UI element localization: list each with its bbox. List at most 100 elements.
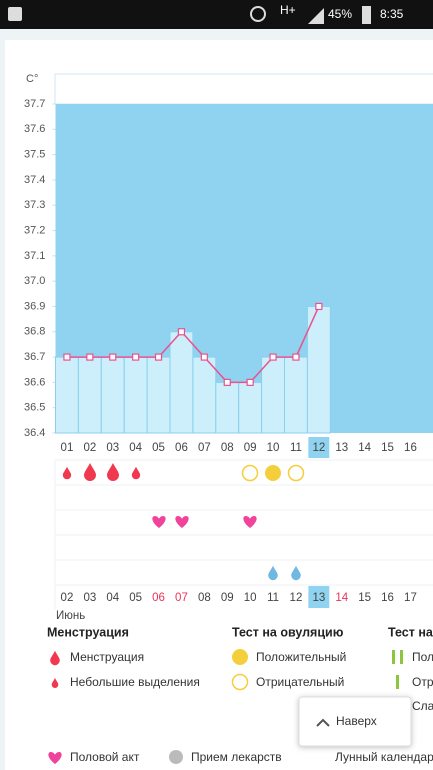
x-tick-label: 04 bbox=[129, 442, 142, 454]
bottom-date: 09 bbox=[221, 592, 234, 604]
y-tick-label: 36.5 bbox=[24, 402, 45, 414]
legend-item: Отр bbox=[412, 675, 433, 689]
x-tick-label: 11 bbox=[290, 442, 302, 454]
bottom-date: 02 bbox=[61, 592, 74, 604]
scroll-top-button[interactable]: Наверх bbox=[298, 696, 412, 747]
bottom-date: 13 bbox=[312, 592, 325, 604]
bar bbox=[77, 356, 102, 434]
status-bar bbox=[0, 0, 433, 29]
y-tick-label: 37.6 bbox=[24, 123, 45, 135]
x-tick-label: 03 bbox=[106, 442, 119, 454]
legend-icon bbox=[48, 752, 62, 764]
bar bbox=[146, 356, 171, 434]
legend-icon bbox=[231, 673, 249, 691]
point-marker bbox=[200, 353, 208, 361]
legend-icon bbox=[232, 649, 248, 665]
point-marker bbox=[269, 353, 277, 361]
intercourse-marks bbox=[152, 516, 257, 528]
y-tick-label: 36.6 bbox=[24, 376, 45, 388]
legend-item: Менструация bbox=[70, 650, 144, 664]
bar bbox=[215, 381, 240, 434]
point-marker bbox=[154, 353, 163, 361]
y-tick-label: 37.4 bbox=[24, 174, 45, 186]
bottom-date: 05 bbox=[129, 592, 142, 604]
x-tick-label: 08 bbox=[221, 442, 234, 454]
temperature-line bbox=[66, 306, 320, 384]
legend-item: Небольшие выделения bbox=[70, 675, 200, 689]
x-tick-label: 01 bbox=[61, 442, 74, 454]
legend-item: Пол bbox=[412, 650, 433, 664]
bottom-date: 12 bbox=[290, 592, 303, 604]
x-tick-label: 15 bbox=[381, 442, 394, 454]
bar bbox=[284, 356, 308, 434]
bottom-date: 04 bbox=[106, 592, 119, 604]
y-tick-label: 36.8 bbox=[24, 326, 45, 338]
bar bbox=[169, 331, 194, 434]
x-tick-label: 05 bbox=[152, 442, 165, 454]
plot-top bbox=[54, 73, 433, 105]
bar bbox=[192, 356, 217, 434]
y-tick-label: 37.0 bbox=[24, 275, 45, 287]
y-tick-label: 37.3 bbox=[24, 199, 45, 211]
legend-item: Сла bbox=[412, 699, 433, 713]
legend-item: Положительный bbox=[256, 650, 346, 664]
bottom-date: 06 bbox=[152, 592, 165, 604]
battery-icon bbox=[362, 6, 371, 24]
x-tick-label: 09 bbox=[244, 442, 257, 454]
bottom-date: 16 bbox=[381, 592, 394, 604]
legend-item: Прием лекарств bbox=[191, 750, 282, 764]
bar bbox=[100, 356, 125, 434]
plot bbox=[52, 103, 433, 434]
bottom-date: 08 bbox=[198, 592, 211, 604]
point-marker bbox=[132, 353, 140, 361]
bar bbox=[238, 381, 263, 434]
x-tick-label: 16 bbox=[404, 442, 417, 454]
x-tick-label: 10 bbox=[267, 442, 280, 454]
button-background[interactable] bbox=[298, 696, 412, 747]
menstruation-marks bbox=[62, 463, 141, 481]
x-tick-label: 06 bbox=[175, 442, 188, 454]
network-type: H+ bbox=[280, 3, 296, 17]
selected-day bbox=[308, 437, 330, 458]
legend-icon bbox=[392, 650, 403, 689]
notification-icon bbox=[8, 7, 22, 21]
month-label: Июнь bbox=[56, 610, 85, 622]
x-tick-label: 13 bbox=[335, 442, 348, 454]
y-tick-label: 36.7 bbox=[24, 351, 45, 363]
bottom-date: 11 bbox=[267, 592, 279, 604]
legend-item: Лунный календарь bbox=[335, 750, 433, 764]
legend-title: Тест на овуляцию bbox=[232, 625, 344, 639]
x-tick-label: 14 bbox=[358, 442, 371, 454]
button-label[interactable]: Наверх bbox=[336, 714, 377, 728]
legend-icon bbox=[169, 750, 183, 764]
point-marker bbox=[86, 353, 94, 361]
bottom-date: 15 bbox=[358, 592, 371, 604]
y-tick-label: 37.5 bbox=[24, 149, 45, 161]
x-tick-label: 07 bbox=[198, 442, 211, 454]
bar bbox=[55, 356, 79, 434]
x-tick-label: 02 bbox=[83, 442, 96, 454]
bottom-date: 03 bbox=[83, 592, 96, 604]
chevron-up[interactable] bbox=[316, 718, 330, 727]
y-axis-label: C° bbox=[26, 73, 38, 85]
selected-day bbox=[308, 586, 330, 608]
bottom-date: 10 bbox=[244, 592, 257, 604]
bottom-date: 14 bbox=[335, 592, 348, 604]
legend-icon bbox=[50, 650, 60, 666]
y-tick-label: 37.1 bbox=[24, 250, 45, 262]
legend-title: Тест на bbox=[388, 625, 433, 639]
symbol-grid bbox=[54, 459, 433, 610]
point-marker bbox=[292, 353, 300, 361]
point-marker bbox=[315, 302, 323, 311]
signal-icon bbox=[308, 8, 324, 24]
legend-item: Отрицательный bbox=[256, 675, 344, 689]
bottom-dates: 02 03 04 05 06 07 08 09 10 11 12 13 14 15 16 17 bbox=[61, 586, 417, 608]
bar bbox=[261, 356, 286, 434]
legend-icon bbox=[51, 678, 59, 688]
point-marker bbox=[246, 378, 254, 386]
battery-text: 45% bbox=[328, 7, 352, 21]
bottom-date: 07 bbox=[175, 592, 188, 604]
y-tick-label: 36.4 bbox=[24, 427, 45, 439]
ovulation-marks bbox=[241, 464, 305, 482]
